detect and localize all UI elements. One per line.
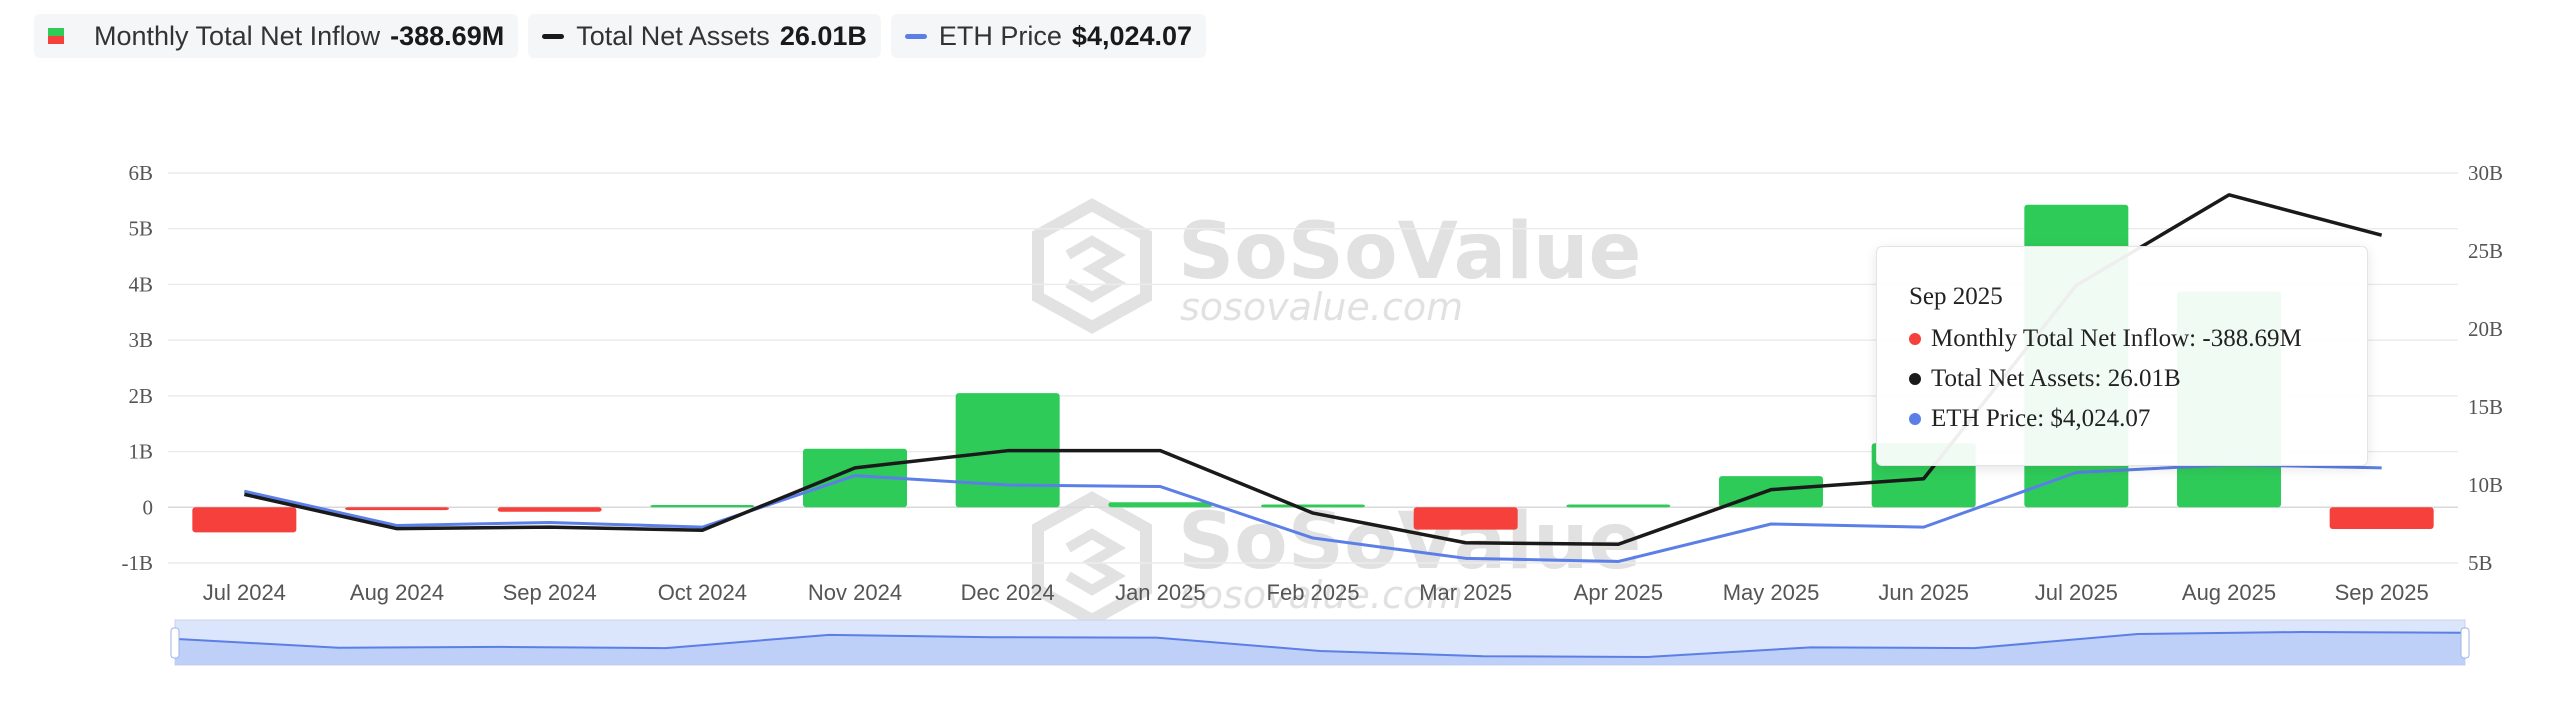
range-navigator[interactable] — [170, 619, 2470, 666]
tooltip-assets-text: Total Net Assets: 26.01B — [1931, 365, 2181, 392]
inflow-bar — [2329, 507, 2434, 530]
y-left-tick-label: 2B — [128, 384, 153, 408]
y-right-tick-label: 15B — [2468, 395, 2503, 419]
watermark: SoSoValue sosovalue.com SoSoValue sosova… — [1032, 198, 1641, 627]
legend-item-inflow[interactable]: Monthly Total Net Inflow -388.69M — [34, 14, 519, 58]
y-left-tick-label: 5B — [128, 217, 153, 241]
legend-inflow-label: Monthly Total Net Inflow — [94, 20, 381, 51]
navigator-left-handle — [170, 627, 180, 659]
y-axis-left: -1B 0 1B 2B 3B 4B 5B 6B — [122, 161, 154, 575]
navigator-area — [175, 632, 2465, 665]
legend-price-label: ETH Price — [938, 20, 1062, 51]
y-left-tick-label: 1B — [128, 440, 153, 464]
inflow-bar — [650, 505, 755, 508]
legend-assets-label: Total Net Assets — [576, 20, 770, 51]
tooltip-row-assets: Total Net Assets: 26.01B — [1909, 359, 2367, 399]
inflow-bar — [345, 507, 449, 511]
x-tick-label: Nov 2024 — [808, 580, 902, 605]
y-left-tick-label: 0 — [143, 495, 154, 519]
eth-price-line — [244, 463, 2382, 563]
inflow-swatch-icon — [48, 28, 64, 44]
price-dot-icon — [1909, 413, 1921, 425]
y-left-tick-label: 4B — [128, 272, 153, 296]
inflow-bar — [1261, 504, 1365, 508]
inflow-bar — [1108, 502, 1213, 508]
x-tick-label: Jul 2025 — [2035, 580, 2118, 605]
x-tick-label: Feb 2025 — [1267, 580, 1360, 605]
tooltip: Sep 2025 Monthly Total Net Inflow: -388.… — [1876, 246, 2368, 466]
inflow-bar — [1413, 507, 1518, 530]
y-axis-right: 5B 10B 15B 20B 25B 30B — [2468, 161, 2503, 575]
assets-swatch-icon — [542, 33, 565, 39]
x-tick-label: Apr 2025 — [1574, 580, 1663, 605]
legend-price-value: $4,024.07 — [1071, 20, 1193, 51]
x-tick-label: Oct 2024 — [658, 580, 747, 605]
y-right-tick-label: 10B — [2468, 473, 2503, 497]
x-tick-label: Sep 2024 — [503, 580, 597, 605]
x-tick-label: Jul 2024 — [203, 580, 286, 605]
inflow-bar — [497, 507, 602, 512]
tooltip-row-inflow: Monthly Total Net Inflow: -388.69M — [1909, 319, 2367, 359]
inflow-bar — [1566, 504, 1671, 508]
y-right-tick-label: 5B — [2468, 551, 2493, 575]
x-axis: Jul 2024 Aug 2024 Sep 2024 Oct 2024 Nov 2024… — [203, 580, 2429, 605]
y-left-tick-label: 6B — [128, 161, 153, 185]
watermark-url-lower: sosovalue.com — [1180, 573, 1463, 617]
inflow-bar — [192, 507, 297, 533]
y-right-tick-label: 30B — [2468, 161, 2503, 185]
tooltip-price-text: ETH Price: $4,024.07 — [1931, 405, 2151, 432]
watermark-url: sosovalue.com — [1180, 285, 1463, 329]
x-tick-label: Aug 2024 — [350, 580, 444, 605]
y-left-tick-label: 3B — [128, 328, 153, 352]
price-swatch-icon — [904, 33, 927, 39]
legend: Monthly Total Net Inflow -388.69M Total … — [34, 14, 1207, 58]
navigator-line — [174, 630, 2466, 659]
legend-item-price[interactable]: ETH Price $4,024.07 — [890, 14, 1207, 58]
inflow-dot-icon — [1909, 333, 1921, 345]
legend-item-assets[interactable]: Total Net Assets 26.01B — [528, 14, 881, 58]
watermark-brand: SoSoValue — [1178, 207, 1641, 297]
tooltip-inflow-text: Monthly Total Net Inflow: -388.69M — [1931, 325, 2302, 352]
legend-inflow-value: -388.69M — [390, 20, 505, 51]
y-left-tick-label: -1B — [122, 551, 154, 575]
assets-dot-icon — [1909, 373, 1921, 385]
navigator-right-handle — [2460, 627, 2470, 659]
x-tick-label: Jan 2025 — [1115, 580, 1206, 605]
x-tick-label: Aug 2025 — [2182, 580, 2276, 605]
tooltip-row-price: ETH Price: $4,024.07 — [1909, 399, 2367, 439]
watermark-logo-icon — [1032, 198, 1152, 334]
tooltip-date: Sep 2025 — [1909, 283, 2003, 310]
x-tick-label: May 2025 — [1723, 580, 1820, 605]
x-tick-label: Mar 2025 — [1419, 580, 1512, 605]
x-tick-label: Jun 2025 — [1878, 580, 1969, 605]
y-right-tick-label: 20B — [2468, 317, 2503, 341]
y-right-tick-label: 25B — [2468, 239, 2503, 263]
x-tick-label: Sep 2025 — [2335, 580, 2429, 605]
legend-assets-value: 26.01B — [779, 20, 867, 51]
x-tick-label: Dec 2024 — [961, 580, 1055, 605]
